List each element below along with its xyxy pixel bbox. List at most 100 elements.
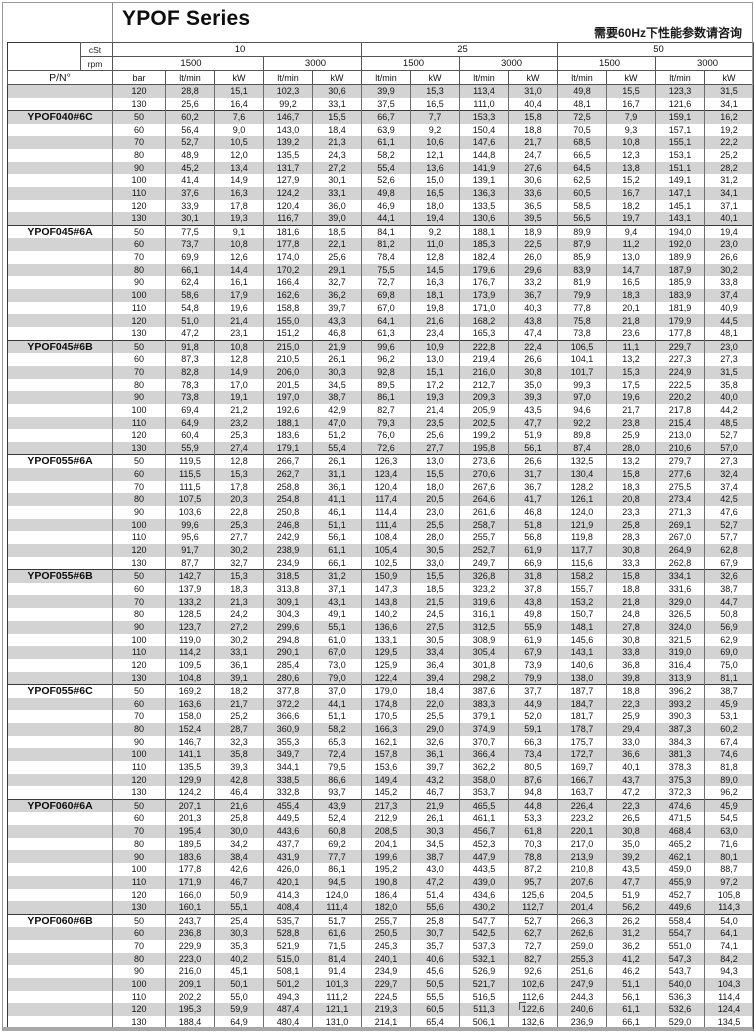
data-cell: 106,5 <box>557 339 608 354</box>
data-cell: 73,7 <box>165 238 215 251</box>
data-cell: 217,3 <box>361 798 411 813</box>
data-cell: 145,1 <box>655 199 706 213</box>
data-cell: 21,8 <box>606 595 657 609</box>
data-cell: 37,5 <box>361 97 411 111</box>
data-cell: 75,0 <box>704 658 754 672</box>
bar-value-cell: 80 <box>112 837 166 851</box>
data-cell: 426,0 <box>263 863 313 876</box>
data-cell: 38,7 <box>312 391 362 404</box>
data-cell: 89,8 <box>557 429 608 442</box>
data-cell: 41,4 <box>165 174 215 187</box>
data-cell: 92,8 <box>361 365 411 379</box>
data-cell: 220,2 <box>655 391 706 404</box>
data-cell: 285,4 <box>263 658 313 672</box>
data-cell: 87,9 <box>557 238 608 251</box>
data-cell: 353,7 <box>459 786 509 800</box>
bar-value-cell: 70 <box>112 480 166 494</box>
part-number-cell: YPOF060#6A <box>7 798 113 813</box>
data-cell: 41,2 <box>606 952 657 966</box>
data-cell: 12,6 <box>214 251 264 264</box>
table-row: 110 114,2 33,1 290,1 67,0 129,5 33,4 305,4 67,9 1… <box>7 646 754 659</box>
data-cell: 40,1 <box>606 761 657 774</box>
data-cell: 28,8 <box>165 84 215 98</box>
data-cell: 14,9 <box>214 365 264 379</box>
bar-value-cell: 120 <box>112 84 166 98</box>
data-cell: 97,2 <box>704 875 754 889</box>
data-cell: 255,3 <box>557 952 608 966</box>
data-cell: 99,6 <box>361 339 411 354</box>
pn-empty-cell <box>7 812 113 826</box>
data-cell: 547,7 <box>459 913 509 928</box>
data-cell: 39,8 <box>606 671 657 685</box>
table-row: 80 189,5 34,2 437,7 69,2 204,1 34,5 452,3 70,3 21… <box>7 837 754 851</box>
table-row: 130 87,7 32,7 234,9 66,1 102,5 33,0 249,7 66,9 11… <box>7 556 754 570</box>
data-cell: 15,3 <box>606 365 657 379</box>
data-cell: 64,9 <box>214 1016 264 1030</box>
data-cell: 543,7 <box>655 965 706 978</box>
data-cell: 215,0 <box>263 339 313 354</box>
data-cell: 38,4 <box>214 850 264 864</box>
bar-value-cell: 60 <box>112 812 166 826</box>
data-cell: 31,8 <box>507 569 559 583</box>
data-cell: 179,9 <box>655 314 706 328</box>
data-cell: 51,1 <box>606 977 657 991</box>
bar-value-cell: 90 <box>112 620 166 634</box>
data-cell: 20,1 <box>606 301 657 315</box>
data-cell: 184,7 <box>557 697 608 711</box>
pn-empty-cell <box>7 467 113 481</box>
bar-value-cell: 110 <box>112 301 166 315</box>
bar-value-cell: 60 <box>112 697 166 711</box>
pn-empty-cell <box>7 825 113 838</box>
data-cell: 70,3 <box>507 837 559 851</box>
data-cell: 329,0 <box>655 595 706 609</box>
data-cell: 45,2 <box>165 161 215 175</box>
data-cell: 124,0 <box>312 888 362 902</box>
bar-value-cell: 110 <box>112 646 166 659</box>
bar-value-cell: 90 <box>112 965 166 978</box>
data-cell: 114,4 <box>704 990 754 1004</box>
data-cell: 178,7 <box>557 722 608 736</box>
data-cell: 39,7 <box>410 761 460 774</box>
bar-value-cell: 90 <box>112 735 166 749</box>
data-cell: 45,9 <box>704 697 754 711</box>
data-cell: 188,4 <box>165 1016 215 1030</box>
bar-value-cell: 50 <box>112 454 166 468</box>
data-cell: 61,9 <box>507 633 559 647</box>
table-row: 110 54,8 19,6 158,8 39,7 67,0 19,8 171,0 40,3 77,… <box>7 301 754 315</box>
bar-value-cell: 50 <box>112 798 166 813</box>
data-cell: 7,7 <box>410 110 460 124</box>
data-cell: 378,3 <box>655 761 706 774</box>
data-cell: 255,7 <box>361 913 411 928</box>
bar-value-cell: 130 <box>112 671 166 685</box>
data-cell: 207,6 <box>557 875 608 889</box>
pn-empty-cell <box>7 939 113 953</box>
data-cell: 12,3 <box>606 148 657 162</box>
data-cell: 17,8 <box>214 480 264 494</box>
data-cell: 212,7 <box>459 378 509 392</box>
data-cell: 86,1 <box>312 863 362 876</box>
data-cell: 51,2 <box>312 429 362 442</box>
data-cell: 61,3 <box>361 327 411 341</box>
table-row: 70 82,8 14,9 206,0 30,3 92,8 15,1 216,0 30,8 101,… <box>7 365 754 379</box>
table-row: 120 166,0 50,9 414,3 124,0 186,4 51,4 434,6 125,… <box>7 888 754 902</box>
table-row: 90 123,7 27,2 299,6 55,1 136,6 27,5 312,5 55,9 14… <box>7 620 754 634</box>
pn-empty-cell <box>7 199 113 213</box>
data-cell: 542,5 <box>459 927 509 940</box>
data-cell: 175,7 <box>557 735 608 749</box>
data-cell: 40,3 <box>507 301 559 315</box>
data-cell: 31,2 <box>606 927 657 940</box>
data-cell: 226,4 <box>557 798 608 813</box>
data-cell: 55,6 <box>410 901 460 915</box>
data-cell: 124,0 <box>557 506 608 519</box>
table-row: 70 111,5 17,8 258,8 36,1 120,4 18,0 267,6 36,7 12… <box>7 480 754 494</box>
data-cell: 113,4 <box>459 84 509 98</box>
bar-value-cell: 130 <box>112 97 166 111</box>
data-cell: 27,7 <box>214 531 264 545</box>
data-cell: 19,1 <box>214 391 264 404</box>
data-cell: 18,3 <box>214 582 264 596</box>
data-cell: 206,0 <box>263 365 313 379</box>
data-cell: 42,6 <box>214 863 264 876</box>
bar-value-cell: 110 <box>112 990 166 1004</box>
data-cell: 31,5 <box>704 84 754 98</box>
data-cell: 22,1 <box>312 238 362 251</box>
